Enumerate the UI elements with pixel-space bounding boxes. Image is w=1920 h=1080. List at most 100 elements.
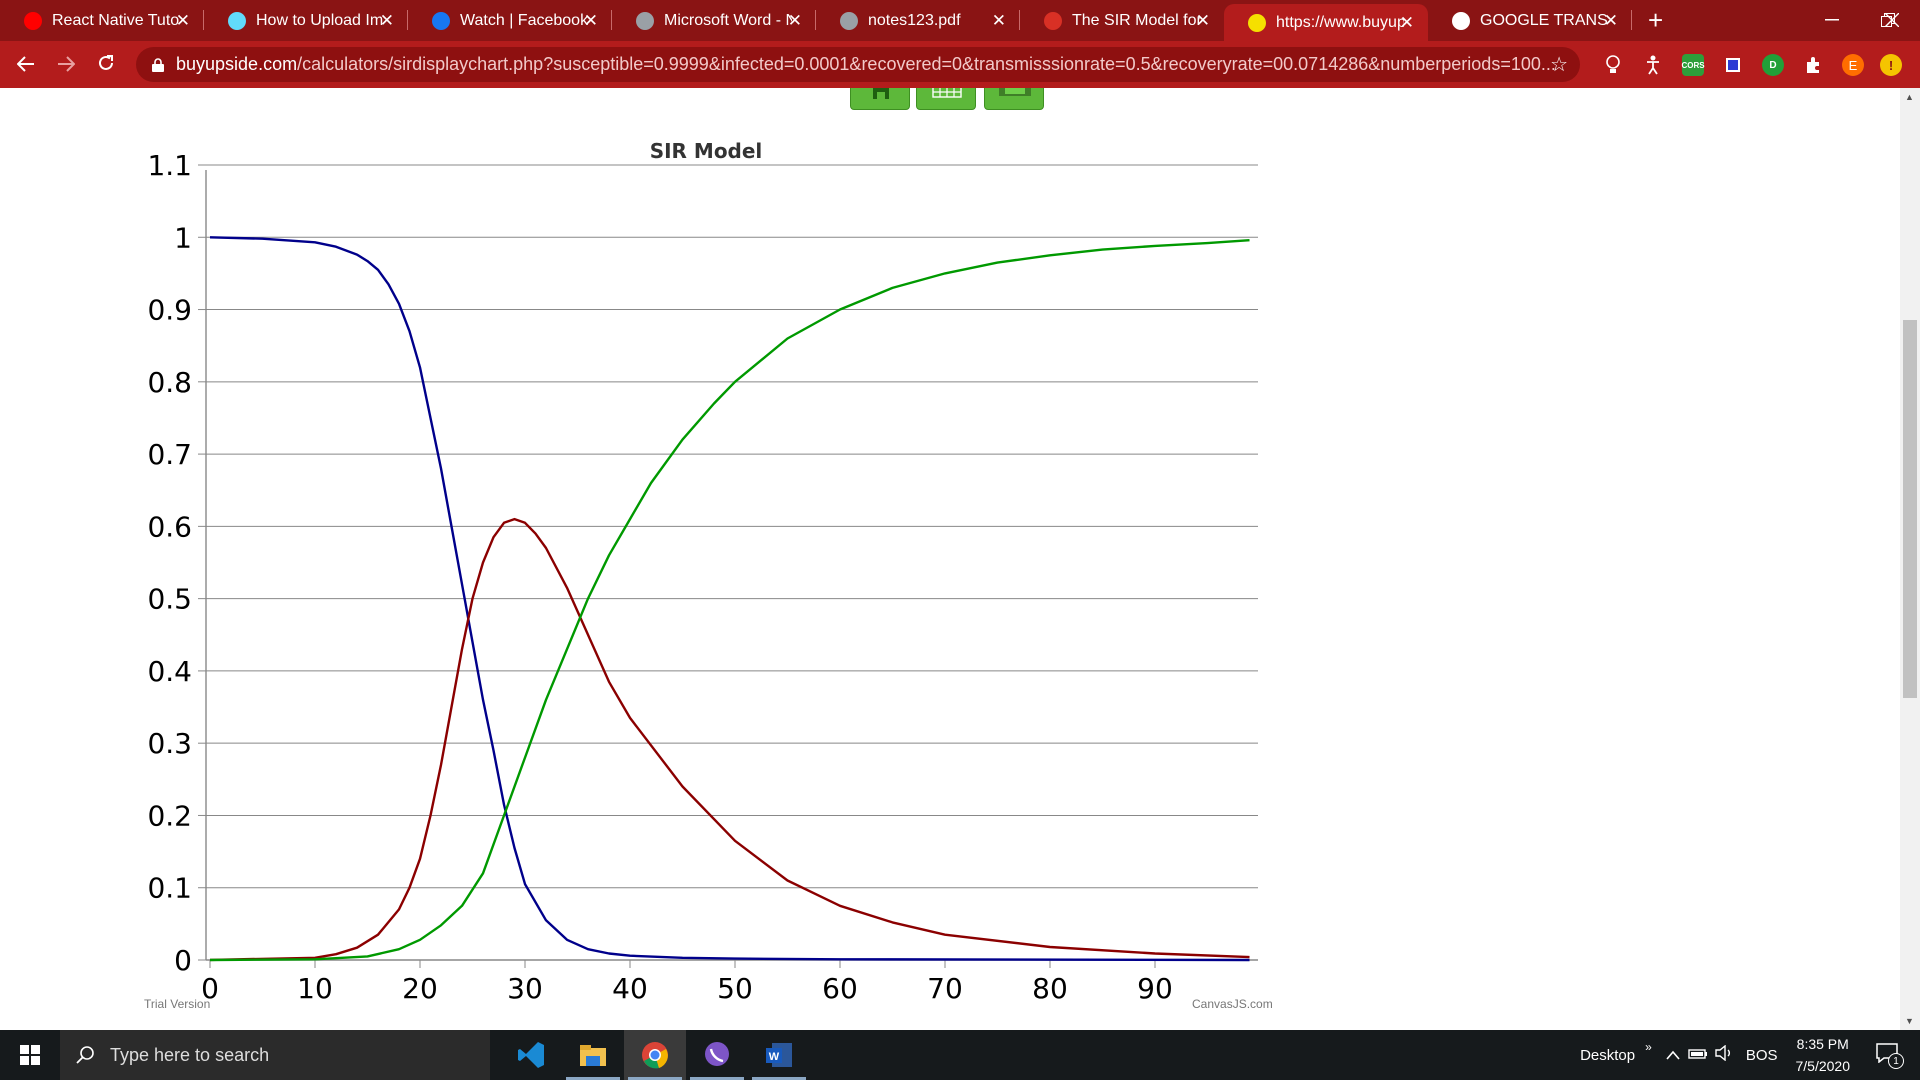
- back-button[interactable]: [6, 52, 46, 78]
- browser-tab[interactable]: Watch | Facebook ✕: [408, 0, 612, 41]
- print-chart-button[interactable]: [984, 88, 1044, 110]
- chrome-icon: [642, 1042, 668, 1069]
- extension-square-icon[interactable]: [1722, 54, 1744, 76]
- x-tick-label: 70: [927, 972, 963, 1005]
- tab-title: React Native Tutor: [52, 11, 180, 29]
- close-icon: [1885, 13, 1899, 27]
- recovered-series-line: [209, 239, 1250, 962]
- extension-green-circle-icon[interactable]: D: [1762, 54, 1784, 76]
- input-language-indicator[interactable]: BOS: [1745, 1046, 1778, 1064]
- active-indicator: [628, 1077, 682, 1080]
- table-view-button[interactable]: [916, 88, 976, 110]
- extension-bulb-icon[interactable]: [1602, 54, 1624, 76]
- save-icon: [873, 88, 889, 99]
- tab-separator: [203, 10, 204, 30]
- battery-icon[interactable]: [1688, 1047, 1708, 1064]
- bookmark-star-icon[interactable]: ☆: [1550, 54, 1568, 76]
- taskbar-file-explorer[interactable]: [562, 1030, 624, 1080]
- taskbar-search-box[interactable]: Type here to search: [60, 1030, 490, 1080]
- canvasjs-credit-link[interactable]: CanvasJS.com: [1192, 997, 1273, 1011]
- folder-icon: [580, 1045, 606, 1066]
- extension-accessibility-icon[interactable]: [1642, 54, 1664, 76]
- notification-icon: [1876, 1043, 1898, 1064]
- y-tick-label: 0.5: [147, 583, 192, 616]
- tab-close-icon[interactable]: ✕: [583, 10, 598, 30]
- restore-icon: [1881, 13, 1895, 27]
- save-chart-button[interactable]: [850, 88, 910, 110]
- y-tick-label: 0.7: [147, 438, 192, 471]
- y-tick-label: 1: [174, 221, 192, 254]
- system-clock[interactable]: 8:35 PM 7/5/2020: [1796, 1033, 1851, 1077]
- notification-center-button[interactable]: 1: [1876, 1043, 1906, 1069]
- y-tick-label: 0.8: [147, 366, 192, 399]
- taskbar-viber[interactable]: [686, 1030, 748, 1080]
- taskbar-word[interactable]: W: [748, 1030, 810, 1080]
- browser-tab[interactable]: How to Upload Im ✕: [204, 0, 408, 41]
- minimize-window-button[interactable]: [1804, 0, 1860, 40]
- print-icon: [999, 88, 1031, 96]
- url-path: /calculators/sirdisplaychart.php?suscept…: [297, 54, 1556, 74]
- virus-icon: [1044, 11, 1062, 30]
- tab-list: React Native Tutor ✕ How to Upload Im ✕ Watc…: [0, 0, 1632, 41]
- restore-window-button[interactable]: [1860, 0, 1916, 40]
- buyupside-icon: [1248, 13, 1266, 32]
- tab-close-icon[interactable]: ✕: [991, 10, 1006, 30]
- x-tick-label: 0: [201, 972, 219, 1005]
- taskbar-vscode[interactable]: [500, 1030, 562, 1080]
- reload-button[interactable]: [86, 52, 126, 78]
- windows-taskbar: Type here to search W Desktop » BOS 8:35…: [0, 1030, 1920, 1080]
- tab-title: https://www.buyups: [1276, 13, 1404, 31]
- tab-close-icon[interactable]: ✕: [1195, 10, 1210, 30]
- web-page: SIR Model 0 0.1 0.2 0.3 0.4 0.5 0.6 0.7 0.8 0.9 1 1…: [0, 88, 1900, 1030]
- notification-count-badge: 1: [1888, 1053, 1904, 1069]
- y-tick-label: 0.1: [147, 872, 192, 905]
- extension-cors-icon[interactable]: CORS: [1681, 54, 1705, 76]
- tab-close-icon[interactable]: ✕: [379, 10, 394, 30]
- facebook-icon: [432, 11, 450, 30]
- active-indicator: [566, 1077, 620, 1080]
- tab-close-icon[interactable]: ✕: [1603, 10, 1618, 30]
- chart-title: SIR Model: [650, 139, 763, 163]
- browser-tab[interactable]: notes123.pdf ✕: [816, 0, 1020, 41]
- update-alert-icon[interactable]: !: [1880, 54, 1902, 76]
- browser-tab[interactable]: React Native Tutor ✕: [0, 0, 204, 41]
- profile-avatar[interactable]: E: [1842, 54, 1864, 76]
- browser-tab[interactable]: https://www.buyups ✕: [1224, 4, 1428, 41]
- show-hidden-icons-icon[interactable]: [1666, 1047, 1680, 1064]
- toolbar-chevron-icon[interactable]: »: [1645, 1040, 1652, 1054]
- tab-close-icon[interactable]: ✕: [175, 10, 190, 30]
- address-bar[interactable]: buyupside.com/calculators/sirdisplaychar…: [136, 47, 1580, 82]
- vscode-icon: [518, 1042, 544, 1068]
- clock-date: 7/5/2020: [1795, 1058, 1851, 1074]
- page-scrollbar[interactable]: ▲ ▼: [1900, 88, 1920, 1030]
- tab-close-icon[interactable]: ✕: [787, 10, 802, 30]
- lock-icon: [152, 57, 164, 72]
- scroll-down-arrow-icon[interactable]: ▼: [1905, 1016, 1914, 1026]
- volume-icon[interactable]: [1714, 1044, 1734, 1065]
- forward-button[interactable]: [46, 52, 86, 78]
- taskbar-chrome[interactable]: [624, 1030, 686, 1080]
- close-window-button[interactable]: [1864, 0, 1920, 40]
- start-button[interactable]: [0, 1030, 60, 1080]
- globe-icon: [636, 11, 654, 30]
- browser-tab-strip: React Native Tutor ✕ How to Upload Im ✕ Watc…: [0, 0, 1920, 41]
- url-domain: buyupside.com: [176, 54, 298, 74]
- tab-close-icon[interactable]: ✕: [1399, 12, 1414, 32]
- youtube-icon: [24, 11, 42, 30]
- scroll-up-arrow-icon[interactable]: ▲: [1905, 92, 1914, 102]
- scrollbar-thumb[interactable]: [1903, 320, 1917, 698]
- y-tick-label: 0.4: [147, 655, 192, 688]
- active-indicator: [752, 1077, 806, 1080]
- browser-tab[interactable]: The SIR Model for ✕: [1020, 0, 1224, 41]
- tab-title: GOOGLE TRANSLA: [1480, 11, 1608, 29]
- browser-tab[interactable]: GOOGLE TRANSLA✕: [1428, 0, 1632, 41]
- x-tick-label: 20: [402, 972, 438, 1005]
- browser-tab[interactable]: Microsoft Word - N ✕: [612, 0, 816, 41]
- tab-separator: [1019, 10, 1020, 30]
- sir-line-chart: SIR Model 0 0.1 0.2 0.3 0.4 0.5 0.6 0.7 0.8 0.9 1 1…: [144, 139, 1273, 1011]
- desktop-toolbar-label[interactable]: Desktop: [1580, 1046, 1636, 1064]
- reload-icon: [99, 54, 113, 70]
- browser-toolbar: buyupside.com/calculators/sirdisplaychar…: [0, 41, 1920, 88]
- extensions-puzzle-icon[interactable]: [1802, 54, 1824, 76]
- new-tab-button[interactable]: +: [1648, 5, 1664, 35]
